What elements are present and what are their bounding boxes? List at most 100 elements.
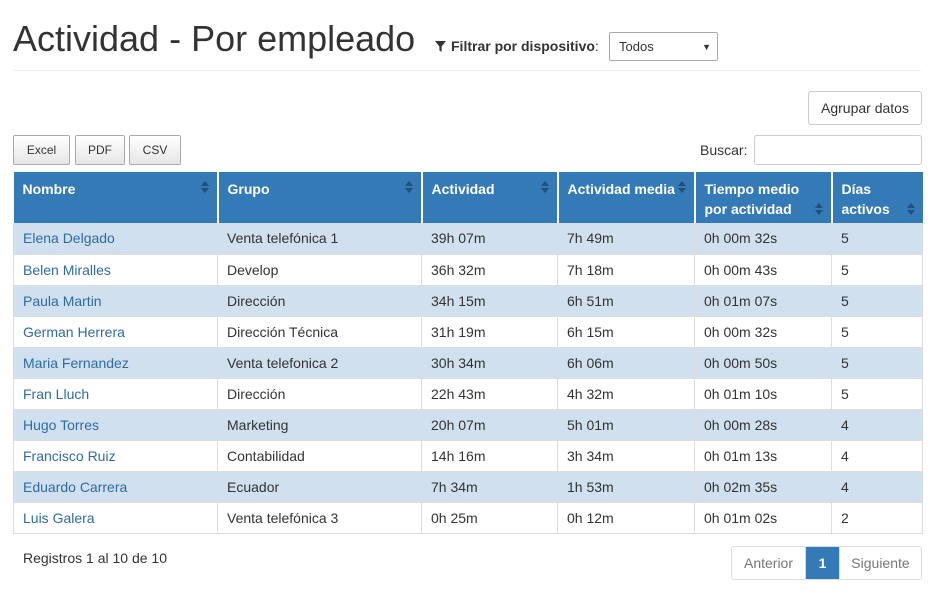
cell-average-activity: 7h 49m [557,223,695,255]
pagination-previous[interactable]: Anterior [732,547,806,579]
column-header-label: Nombre [22,181,76,197]
column-header-grupo[interactable]: Grupo [217,172,423,223]
cell-activity: 30h 34m [421,347,558,379]
column-header-dias-activos[interactable]: Días activos [831,172,923,223]
cell-activity: 36h 32m [421,254,558,286]
employee-link[interactable]: Francisco Ruiz [23,447,116,464]
records-info: Registros 1 al 10 de 10 [23,550,167,566]
employee-link[interactable]: Fran Lluch [23,385,90,402]
cell-active-days: 4 [831,471,923,503]
cell-activity: 7h 34m [421,471,558,503]
table-body: Elena Delgado Venta telefónica 1 39h 07m 7h… [13,223,923,534]
cell-name: German Herrera [13,316,218,348]
table-row: Luis Galera Venta telefónica 3 0h 25m 0h 12… [13,502,923,534]
table-row: Francisco Ruiz Contabilidad 14h 16m 3h 34m 0… [13,440,923,472]
sort-icon [540,181,549,193]
cell-average-time: 0h 00m 43s [694,254,832,286]
table-row: Paula Martin Dirección 34h 15m 6h 51m 0h 01m… [13,285,923,317]
cell-average-activity: 1h 53m [557,471,695,503]
cell-name: Paula Martin [13,285,218,317]
cell-name: Elena Delgado [13,223,218,255]
cell-average-time: 0h 01m 10s [694,378,832,410]
cell-name: Francisco Ruiz [13,440,218,472]
pagination-next[interactable]: Siguiente [839,547,921,579]
cell-active-days: 5 [831,378,923,410]
column-header-label: activos [841,201,890,217]
table-row: German Herrera Dirección Técnica 31h 19m 6h… [13,316,923,348]
employee-link[interactable]: Hugo Torres [23,416,100,433]
cell-group: Marketing [217,409,422,441]
cell-group: Venta telefonica 2 [217,347,422,379]
column-header-label: Tiempo medio [704,181,800,197]
cell-average-activity: 7h 18m [557,254,695,286]
cell-group: Venta telefónica 1 [217,223,422,255]
cell-active-days: 5 [831,347,923,379]
cell-active-days: 4 [831,440,923,472]
cell-group: Dirección [217,378,422,410]
sort-icon [200,181,209,193]
column-header-actividad[interactable]: Actividad [421,172,559,223]
column-header-actividad-media[interactable]: Actividad media [557,172,696,223]
cell-name: Fran Lluch [13,378,218,410]
filter-label-text: Filtrar por dispositivo [451,38,595,54]
table-row: Eduardo Carrera Ecuador 7h 34m 1h 53m 0h 02m… [13,471,923,503]
cell-average-time: 0h 01m 07s [694,285,832,317]
cell-group: Develop [217,254,422,286]
table-row: Maria Fernandez Venta telefonica 2 30h 34m… [13,347,923,379]
column-header-label: Días [841,181,872,197]
cell-average-time: 0h 00m 32s [694,223,832,255]
cell-average-time: 0h 01m 13s [694,440,832,472]
cell-group: Venta telefónica 3 [217,502,422,534]
employee-link[interactable]: Luis Galera [23,509,95,526]
cell-average-time: 0h 00m 28s [694,409,832,441]
pagination-page-current[interactable]: 1 [806,547,839,579]
device-select-value: Todos [619,39,654,54]
sort-icon [906,203,915,215]
cell-activity: 39h 07m [421,223,558,255]
device-filter-select[interactable]: Todos ▼ [609,32,718,61]
cell-average-time: 0h 02m 35s [694,471,832,503]
page-header: Actividad - Por empleado Filtrar por dis… [13,18,921,71]
employee-link[interactable]: German Herrera [23,323,125,340]
column-header-label: por actividad [704,201,792,217]
pagination: Anterior 1 Siguiente [731,546,922,580]
cell-average-activity: 6h 06m [557,347,695,379]
table-row: Hugo Torres Marketing 20h 07m 5h 01m 0h 00m … [13,409,923,441]
column-header-label: Actividad media [567,181,675,197]
export-csv-button[interactable]: CSV [129,135,181,165]
cell-group: Ecuador [217,471,422,503]
cell-active-days: 5 [831,223,923,255]
employee-link[interactable]: Eduardo Carrera [23,478,128,495]
export-pdf-button[interactable]: PDF [75,135,125,165]
cell-active-days: 5 [831,254,923,286]
table-header-row: Nombre Grupo Actividad Actividad media Tiemp… [13,172,923,223]
search-input[interactable] [754,135,922,165]
cell-group: Dirección Técnica [217,316,422,348]
employee-link[interactable]: Belen Miralles [23,261,111,278]
table-row: Belen Miralles Develop 36h 32m 7h 18m 0h 00m… [13,254,923,286]
cell-average-activity: 5h 01m [557,409,695,441]
cell-activity: 34h 15m [421,285,558,317]
cell-name: Eduardo Carrera [13,471,218,503]
cell-active-days: 5 [831,316,923,348]
employee-link[interactable]: Paula Martin [23,292,102,309]
employee-link[interactable]: Maria Fernandez [23,354,129,371]
cell-name: Hugo Torres [13,409,218,441]
group-data-button[interactable]: Agrupar datos [808,91,922,125]
cell-average-time: 0h 00m 32s [694,316,832,348]
cell-average-activity: 0h 12m [557,502,695,534]
cell-activity: 20h 07m [421,409,558,441]
cell-average-activity: 4h 32m [557,378,695,410]
column-header-tiempo-medio[interactable]: Tiempo medio por actividad [694,172,833,223]
column-header-nombre[interactable]: Nombre [13,172,219,223]
search-label: Buscar: [700,142,748,158]
cell-average-time: 0h 00m 50s [694,347,832,379]
cell-average-time: 0h 01m 02s [694,502,832,534]
cell-activity: 31h 19m [421,316,558,348]
cell-activity: 22h 43m [421,378,558,410]
export-excel-button[interactable]: Excel [13,135,70,165]
employee-link[interactable]: Elena Delgado [23,230,115,247]
cell-name: Belen Miralles [13,254,218,286]
sort-icon [404,181,413,193]
cell-average-activity: 3h 34m [557,440,695,472]
